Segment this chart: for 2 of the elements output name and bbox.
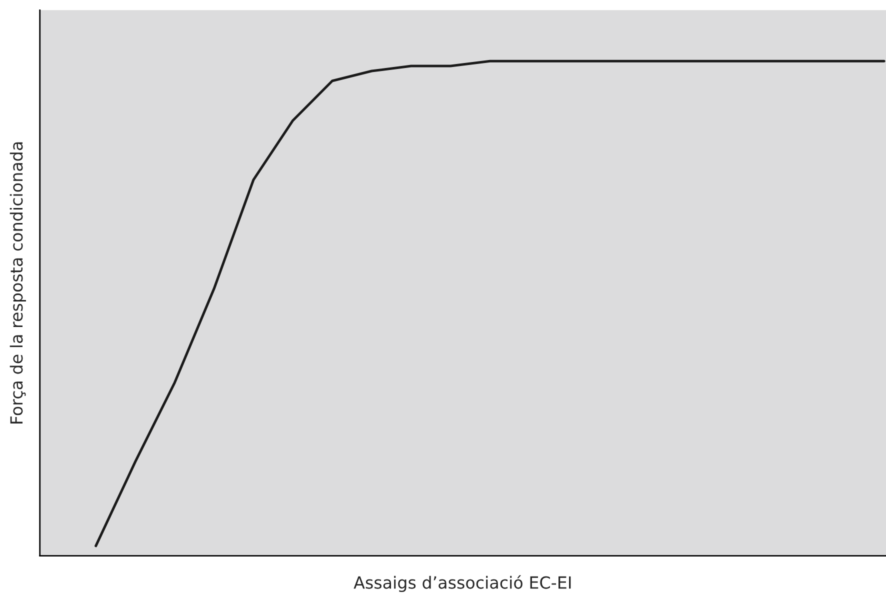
y-axis-title: Força de la resposta condicionada bbox=[10, 142, 26, 424]
x-axis-title: Assaigs d’associació EC-EI bbox=[354, 575, 571, 592]
